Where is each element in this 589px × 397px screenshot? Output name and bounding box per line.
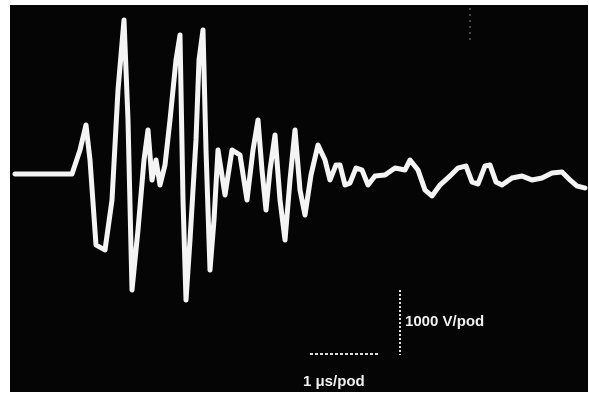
page: 1000 V/pod 1 μs/pod (() => { const data … (0, 0, 589, 397)
oscilloscope-photo: 1000 V/pod 1 μs/pod (0, 0, 589, 397)
voltage-scale-label: 1000 V/pod (405, 313, 484, 330)
time-scale-label: 1 μs/pod (303, 373, 365, 390)
screen (10, 5, 588, 392)
